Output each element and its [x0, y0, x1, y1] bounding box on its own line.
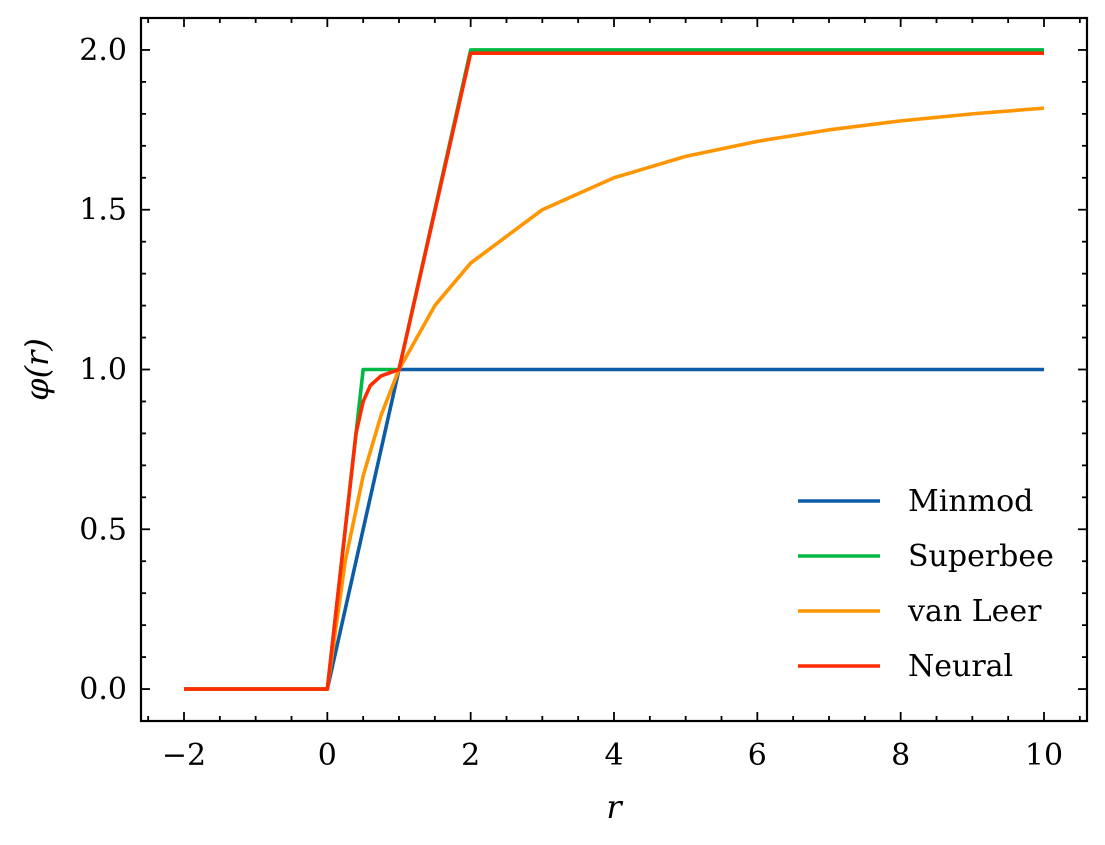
y-axis-label: φ(r): [18, 338, 56, 401]
legend-item: Minmod: [798, 484, 1033, 519]
series-line-minmod: [184, 367, 1044, 691]
legend-item: Neural: [798, 649, 1013, 684]
legend-item: Superbee: [798, 539, 1054, 574]
legend-item: van Leer: [798, 594, 1042, 629]
legend-label: Minmod: [908, 484, 1033, 519]
series-layer: [184, 48, 1045, 691]
x-tick-label: 6: [748, 738, 767, 773]
y-tick-label: 1.5: [79, 193, 127, 228]
x-tick-label: −2: [162, 738, 206, 773]
x-tick-label: 0: [318, 738, 337, 773]
legend-label: Neural: [908, 649, 1013, 684]
series-line-van-leer: [184, 106, 1045, 691]
y-tick-label: 0.0: [79, 672, 127, 707]
tick-label-layer: −2 0 2 4 6 8 10 0.0 0.5 1.0 1.5 2.0: [79, 33, 1063, 773]
x-tick-label: 4: [604, 738, 623, 773]
series-line-neural: [184, 51, 1044, 691]
y-tick-label: 2.0: [79, 33, 127, 68]
legend-label: van Leer: [907, 594, 1042, 629]
legend-label: Superbee: [908, 539, 1054, 574]
x-tick-label: 2: [461, 738, 480, 773]
x-tick-label: 10: [1025, 738, 1063, 773]
y-tick-label: 1.0: [79, 353, 127, 388]
x-axis-label: r: [606, 788, 623, 826]
x-tick-label: 8: [891, 738, 910, 773]
y-tick-label: 0.5: [79, 512, 127, 547]
legend: Minmod Superbee van Leer Neural: [798, 484, 1054, 684]
tick-layer: [141, 18, 1087, 721]
